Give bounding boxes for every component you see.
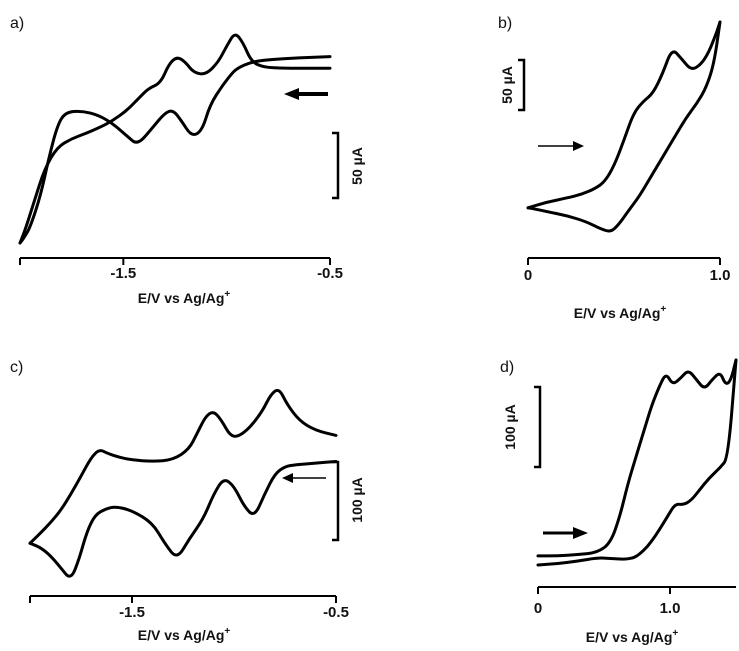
panel-a: a) -1.5 -0.5 E/V vs Ag/Ag+ 50 µA	[10, 15, 365, 306]
panel-a-x-axis-title: E/V vs Ag/Ag+	[138, 289, 231, 306]
panel-c-scan-direction-arrowhead	[282, 473, 293, 483]
panel-b-forward-scan-curve	[526, 20, 722, 210]
panel-b-x-axis-title: E/V vs Ag/Ag+	[574, 304, 667, 321]
panel-d-scale-bar-label: 100 µA	[502, 404, 518, 449]
panel-d-reverse-scan-curve	[536, 358, 738, 567]
panel-a-forward-scan-curve	[18, 55, 332, 245]
panel-b-label: b)	[498, 15, 512, 32]
panel-b-reverse-scan-curve	[526, 20, 722, 233]
panel-d-label: d)	[500, 359, 514, 376]
panel-c-scale-bar	[332, 460, 340, 542]
panel-a-scan-direction-arrowhead	[284, 88, 299, 100]
panel-c-x-tick-label: -1.5	[119, 604, 145, 621]
panel-b-scale-bar	[518, 58, 526, 112]
panel-a-x-tick-label: -0.5	[317, 265, 343, 282]
panel-c-reverse-scan-curve	[28, 388, 338, 545]
panel-c: c) -1.5 -0.5 E/V vs Ag/Ag+ 100 µA	[10, 359, 365, 643]
panel-d-scan-direction-arrowhead	[573, 527, 588, 539]
panel-c-x-axis-title: E/V vs Ag/Ag+	[138, 626, 231, 643]
panel-a-x-tick-label: -1.5	[110, 265, 136, 282]
panel-a-scale-bar	[332, 131, 340, 200]
panel-b: b) 0 1.0 E/V vs Ag/Ag+ 50 µA	[498, 15, 730, 321]
panel-c-label: c)	[10, 359, 23, 376]
panel-a-label: a)	[10, 15, 24, 32]
panel-b-scan-direction-arrowhead	[573, 141, 584, 151]
panel-c-scale-bar-label: 100 µA	[349, 477, 365, 522]
panel-d-x-tick-label: 0	[534, 600, 542, 617]
panel-b-x-tick-label: 1.0	[710, 267, 731, 284]
panel-d-forward-scan-curve	[536, 358, 738, 558]
panel-d-scale-bar	[534, 385, 542, 469]
panel-a-reverse-scan-curve	[18, 33, 332, 245]
panel-c-forward-scan-curve	[28, 460, 338, 578]
panel-d: d) 0 1.0 E/V vs Ag/Ag+ 100 µA	[500, 358, 738, 645]
panel-b-x-tick-label: 0	[524, 267, 532, 284]
panel-b-scale-bar-label: 50 µA	[499, 66, 515, 104]
panel-d-x-tick-label: 1.0	[660, 600, 681, 617]
panel-d-x-axis-title: E/V vs Ag/Ag+	[586, 628, 679, 645]
panel-a-scale-bar-label: 50 µA	[349, 147, 365, 185]
panel-c-x-tick-label: -0.5	[323, 604, 349, 621]
